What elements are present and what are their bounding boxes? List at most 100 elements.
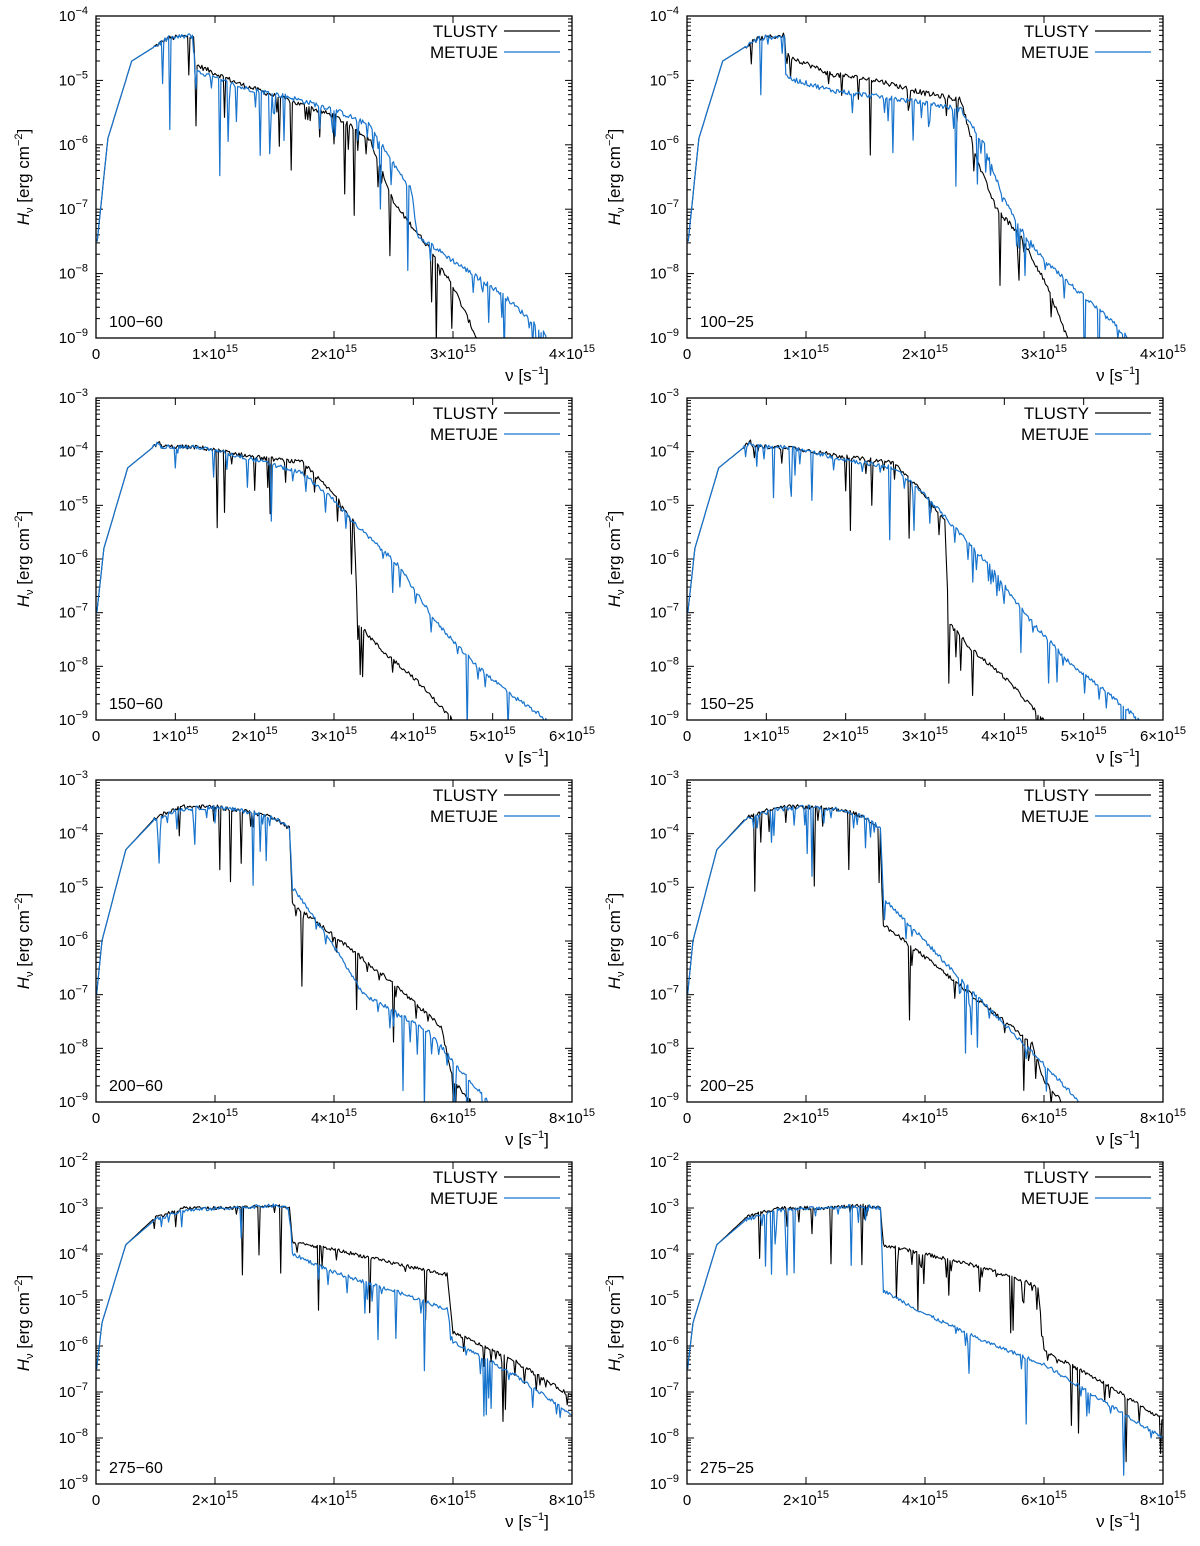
y-tick-label: 10−7 — [59, 602, 88, 622]
x-axis-symbol: ν [s — [1096, 1130, 1122, 1149]
y-axis-close: ] — [14, 1275, 33, 1280]
panel-275−25: 10−910−810−710−610−510−410−310−20 2×1015 4… — [604, 1151, 1186, 1531]
y-tick-label: 10−5 — [650, 1289, 679, 1309]
y-tick-label: 10−7 — [650, 984, 679, 1004]
x-tick-label: 5×1015 — [470, 725, 516, 745]
y-tick-label: 10−5 — [650, 876, 679, 896]
x-tick-label: 3×1015 — [1021, 343, 1067, 363]
x-tick-label: 2×1015 — [192, 1107, 238, 1127]
y-tick-label: 10−8 — [650, 1427, 679, 1447]
plot-frame — [95, 1161, 573, 1485]
y-axis-close: ] — [605, 511, 624, 516]
x-tick-mantissa: 6×10 — [1140, 728, 1174, 745]
y-tick-exponent: −9 — [666, 1473, 679, 1485]
y-tick-base: 10 — [650, 1476, 667, 1493]
y-axis-subscript: ν — [615, 1353, 627, 1359]
x-tick-mantissa: 3×10 — [311, 728, 345, 745]
series-line-metuje — [687, 804, 1080, 1102]
y-tick-base: 10 — [650, 1338, 667, 1355]
x-tick-mantissa: 6×10 — [430, 1492, 464, 1509]
x-tick-label: 8×1015 — [549, 1107, 595, 1127]
x-tick-label: 0 — [92, 1110, 100, 1127]
panel-label: 200−25 — [700, 1078, 754, 1095]
x-axis-symbol: ν [s — [505, 748, 531, 767]
y-tick-exponent: −9 — [75, 709, 88, 721]
y-tick-base: 10 — [59, 1040, 76, 1057]
panel-100−60: 10−910−810−710−610−510−40 1×1015 2×1015 3×1… — [13, 5, 595, 385]
series-line-tlusty — [687, 804, 1062, 1102]
plot-frame — [95, 779, 573, 1103]
x-tick-mantissa: 4×10 — [311, 1110, 345, 1127]
x-tick-mantissa: 0 — [683, 1110, 691, 1127]
x-tick-label: 0 — [683, 728, 691, 745]
x-tick-exponent: 15 — [1094, 725, 1106, 737]
y-tick-label: 10−9 — [59, 1473, 88, 1493]
y-tick-exponent: −5 — [666, 69, 679, 81]
y-tick-label: 10−7 — [650, 198, 679, 218]
x-tick-exponent: 15 — [1174, 343, 1186, 355]
y-tick-base: 10 — [650, 551, 667, 568]
y-tick-label: 10−6 — [59, 930, 88, 950]
y-axis-subscript: ν — [615, 589, 627, 595]
y-tick-exponent: −8 — [75, 263, 88, 275]
x-tick-mantissa: 1×10 — [152, 728, 186, 745]
y-tick-exponent: −4 — [75, 1243, 88, 1255]
y-tick-exponent: −8 — [666, 1037, 679, 1049]
y-axis-exponent: −2 — [604, 1280, 616, 1293]
y-axis-units: [erg cm — [605, 528, 624, 589]
y-axis-close: ] — [14, 893, 33, 898]
y-tick-label: 10−7 — [650, 602, 679, 622]
y-tick-base: 10 — [650, 879, 667, 896]
series-group — [687, 1203, 1163, 1476]
series-group — [687, 439, 1140, 720]
y-tick-exponent: −3 — [75, 769, 88, 781]
legend-label: TLUSTY — [433, 786, 498, 805]
y-tick-base: 10 — [59, 330, 76, 347]
y-tick-exponent: −3 — [666, 1197, 679, 1209]
y-tick-base: 10 — [650, 1094, 667, 1111]
y-tick-base: 10 — [650, 933, 667, 950]
y-tick-base: 10 — [59, 1430, 76, 1447]
x-tick-label: 1×1015 — [783, 343, 829, 363]
y-tick-base: 10 — [59, 772, 76, 789]
x-tick-mantissa: 1×10 — [783, 346, 817, 363]
x-tick-mantissa: 3×10 — [430, 346, 464, 363]
y-tick-exponent: −8 — [666, 1427, 679, 1439]
y-tick-exponent: −7 — [666, 1381, 679, 1393]
y-tick-base: 10 — [650, 1292, 667, 1309]
y-tick-label: 10−5 — [59, 494, 88, 514]
x-tick-exponent: 15 — [817, 1489, 829, 1501]
y-tick-exponent: −7 — [75, 198, 88, 210]
y-tick-base: 10 — [650, 987, 667, 1004]
legend-label: METUJE — [1021, 1189, 1089, 1208]
y-tick-base: 10 — [59, 72, 76, 89]
series-line-tlusty — [687, 32, 1069, 338]
y-tick-label: 10−5 — [59, 69, 88, 89]
x-tick-label: 4×1015 — [902, 1489, 948, 1509]
y-axis-exponent: −2 — [604, 134, 616, 147]
y-tick-exponent: −4 — [666, 1243, 679, 1255]
y-axis-units: [erg cm — [14, 528, 33, 589]
y-axis-symbol: H — [605, 212, 624, 225]
x-tick-mantissa: 4×10 — [311, 1492, 345, 1509]
x-axis-exponent: −1 — [532, 1129, 545, 1141]
y-axis-exponent: −2 — [13, 516, 25, 529]
x-axis-symbol: ν [s — [1096, 748, 1122, 767]
x-tick-label: 6×1015 — [430, 1107, 476, 1127]
x-tick-label: 6×1015 — [430, 1489, 476, 1509]
x-tick-exponent: 15 — [1055, 343, 1067, 355]
x-axis-exponent: −1 — [1123, 747, 1136, 759]
x-tick-mantissa: 0 — [92, 1492, 100, 1509]
y-tick-label: 10−4 — [650, 1243, 679, 1263]
y-axis-exponent: −2 — [604, 898, 616, 911]
x-tick-mantissa: 4×10 — [549, 346, 583, 363]
legend-label: METUJE — [430, 425, 498, 444]
y-tick-base: 10 — [59, 137, 76, 154]
y-tick-exponent: −7 — [666, 984, 679, 996]
y-tick-base: 10 — [59, 1476, 76, 1493]
x-tick-label: 6×1015 — [1021, 1107, 1067, 1127]
x-axis-close: ] — [544, 1512, 549, 1531]
y-axis-symbol: H — [14, 1358, 33, 1371]
y-tick-exponent: −2 — [75, 1151, 88, 1163]
